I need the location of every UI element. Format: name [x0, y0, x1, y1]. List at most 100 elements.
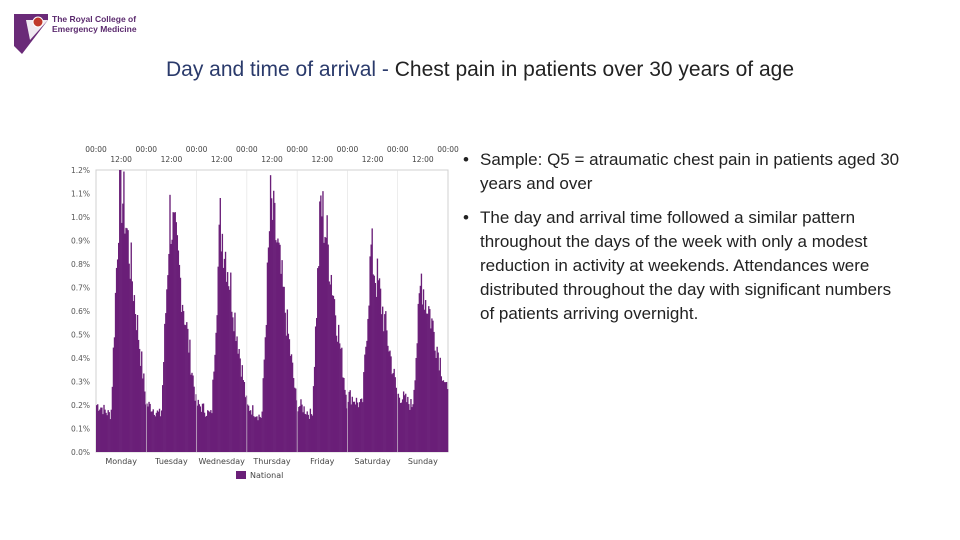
- chart-bar: [304, 413, 306, 452]
- chart-bar: [171, 239, 173, 452]
- chart-bar: [255, 416, 257, 452]
- chart-bar: [203, 412, 206, 452]
- chart-bar: [222, 267, 225, 452]
- chart-bar: [182, 311, 185, 452]
- chart-bar: [370, 244, 372, 452]
- chart-bar: [193, 386, 195, 452]
- chart-bar: [297, 411, 299, 452]
- top-tick-midnight: 00:00: [337, 145, 359, 154]
- chart-bar: [333, 299, 336, 452]
- chart-bar: [339, 343, 341, 452]
- rcem-logo-text: The Royal College of Emergency Medicine: [52, 14, 137, 34]
- chart-bar: [375, 296, 378, 452]
- chart-bar: [283, 286, 285, 452]
- chart-bar: [347, 401, 349, 452]
- chart-bar: [300, 399, 302, 452]
- chart-bar: [419, 285, 422, 452]
- chart-bar: [131, 281, 133, 452]
- chart-bar: [350, 404, 352, 452]
- chart-bar: [325, 237, 327, 452]
- chart-bar: [253, 416, 255, 452]
- chart-bar: [384, 314, 386, 452]
- chart-bar: [165, 313, 167, 452]
- chart-bar: [115, 267, 118, 452]
- x-day-label: Saturday: [355, 457, 391, 466]
- chart-bar: [113, 337, 116, 452]
- chart-bar: [158, 408, 161, 452]
- page-title: Day and time of arrival - Chest pain in …: [0, 58, 960, 82]
- rcem-crest-icon: [14, 14, 48, 54]
- bullet-text-pattern: The day and arrival time followed a simi…: [480, 208, 892, 323]
- chart-bar: [421, 304, 424, 452]
- chart-bar: [153, 414, 155, 452]
- chart-bar: [296, 400, 298, 452]
- chart-bar: [189, 339, 191, 452]
- chart-bar: [102, 414, 104, 452]
- top-tick-noon: 12:00: [261, 155, 283, 164]
- chart-bar: [155, 412, 158, 452]
- chart-bar: [332, 295, 335, 452]
- chart-bar: [98, 410, 100, 452]
- chart-bar: [361, 398, 363, 452]
- chart-bar: [371, 228, 373, 452]
- bullet-item: • The day and arrival time followed a si…: [460, 206, 900, 326]
- bullet-item: • Sample: Q5 = atraumatic chest pain in …: [460, 148, 900, 196]
- chart-bar: [434, 350, 436, 452]
- chart-bar: [427, 313, 429, 452]
- top-tick-midnight: 00:00: [387, 145, 409, 154]
- chart-bar: [410, 399, 412, 452]
- chart-bar: [170, 244, 172, 452]
- chart-bar: [156, 410, 159, 452]
- chart-bar: [320, 195, 322, 453]
- chart-bar: [223, 258, 226, 452]
- y-tick-label: 0.3%: [71, 378, 90, 387]
- chart-bar: [401, 399, 404, 452]
- bullet-dot-icon: •: [463, 208, 469, 227]
- chart-bar: [272, 219, 274, 452]
- chart-bar: [106, 415, 108, 452]
- chart-bar: [327, 244, 329, 452]
- chart-bar: [149, 403, 151, 452]
- chart-bar: [173, 212, 175, 452]
- chart-bar: [250, 410, 252, 452]
- chart-bar: [353, 401, 356, 452]
- chart-bar: [440, 376, 443, 452]
- chart-bar: [288, 339, 291, 452]
- chart-bar: [319, 201, 321, 452]
- chart-bar: [365, 346, 367, 452]
- y-tick-label: 1.1%: [71, 190, 90, 199]
- chart-bar: [326, 215, 328, 452]
- chart-bar: [279, 244, 281, 452]
- chart-bar: [238, 349, 240, 452]
- chart-bar: [104, 409, 106, 452]
- chart-bar: [291, 362, 294, 452]
- chart-bar: [270, 198, 273, 452]
- chart-bar: [402, 391, 405, 452]
- chart-bar: [412, 404, 414, 452]
- chart-bar: [390, 356, 392, 452]
- chart-bar: [118, 242, 120, 452]
- chart-bar: [373, 275, 375, 452]
- chart-bar: [181, 304, 184, 452]
- chart-bar: [377, 280, 380, 452]
- chart-bar: [224, 251, 227, 452]
- chart-bar: [312, 386, 315, 452]
- chart-bar: [285, 335, 287, 452]
- chart-bar: [126, 228, 128, 452]
- chart-bar: [128, 263, 130, 452]
- chart-bar: [318, 266, 320, 452]
- chart-bar: [431, 318, 433, 452]
- chart-bar: [393, 368, 395, 452]
- chart-bar: [340, 348, 342, 452]
- chart-bar: [324, 236, 326, 452]
- chart-bar: [213, 371, 215, 452]
- chart-bar: [202, 403, 205, 452]
- chart-bar: [167, 275, 169, 452]
- x-day-label: Wednesday: [199, 457, 246, 466]
- title-bold: Chest pain in patients over 30 years of …: [394, 58, 794, 81]
- title-prefix: Day and time of arrival -: [166, 58, 395, 81]
- chart-bar: [438, 370, 440, 452]
- chart-bar: [110, 409, 113, 452]
- chart-bar: [356, 402, 359, 452]
- chart-bar: [369, 256, 371, 452]
